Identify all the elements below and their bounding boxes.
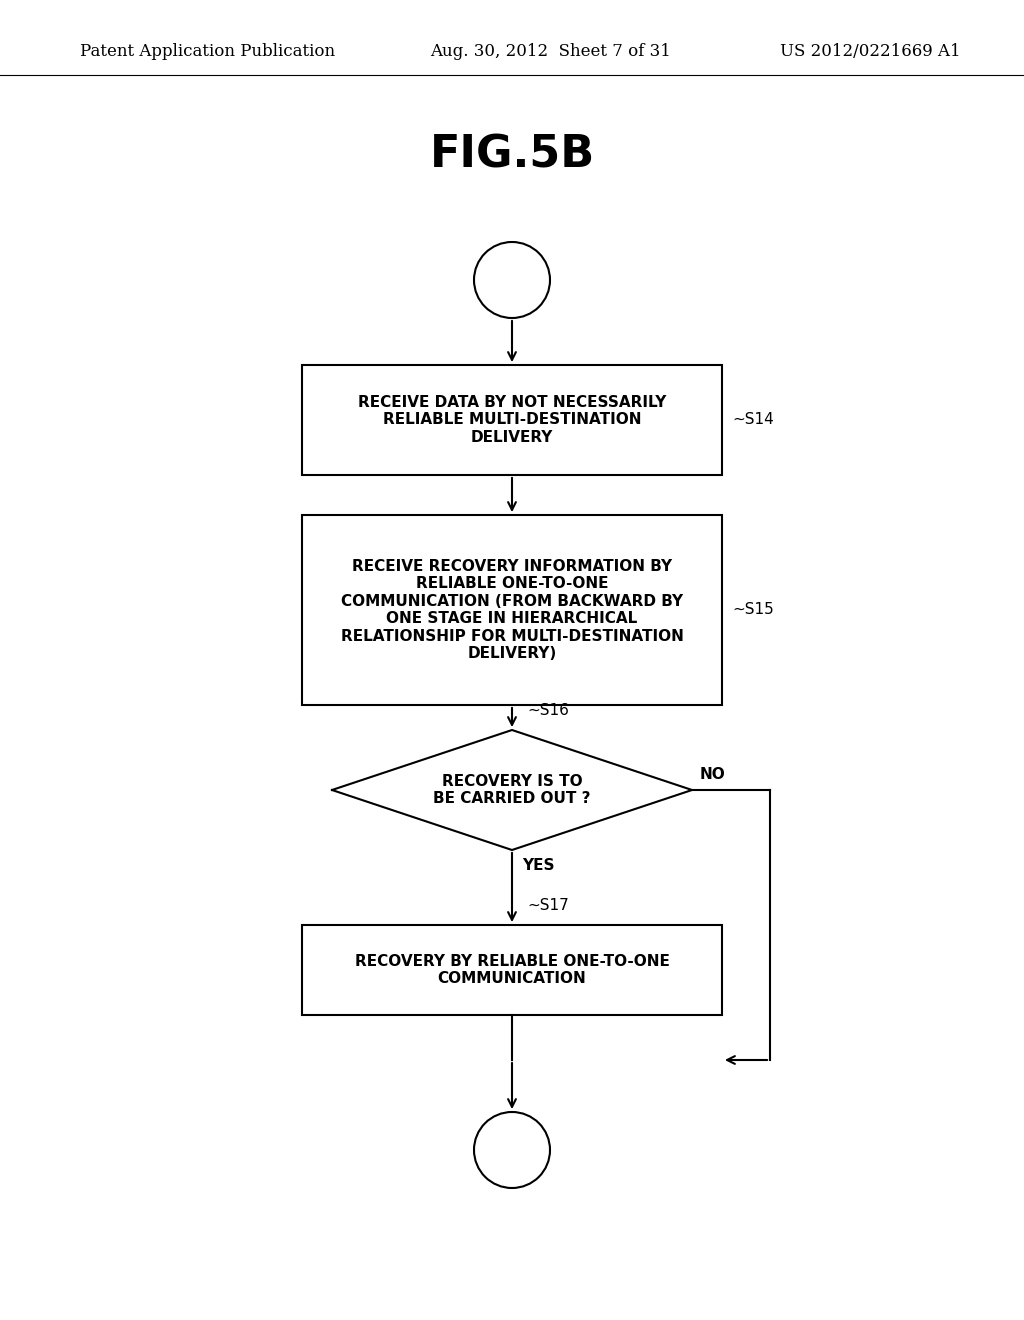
Text: NO: NO (700, 767, 726, 781)
Bar (302, 925, 722, 1015)
Text: Patent Application Publication: Patent Application Publication (80, 44, 335, 61)
Bar (302, 366, 722, 475)
Text: Aug. 30, 2012  Sheet 7 of 31: Aug. 30, 2012 Sheet 7 of 31 (430, 44, 671, 61)
Text: RECOVERY BY RELIABLE ONE-TO-ONE
COMMUNICATION: RECOVERY BY RELIABLE ONE-TO-ONE COMMUNIC… (354, 954, 670, 986)
Text: US 2012/0221669 A1: US 2012/0221669 A1 (780, 44, 961, 61)
Text: RECEIVE DATA BY NOT NECESSARILY
RELIABLE MULTI-DESTINATION
DELIVERY: RECEIVE DATA BY NOT NECESSARILY RELIABLE… (357, 395, 667, 445)
Bar (302, 515, 722, 705)
Text: YES: YES (522, 858, 555, 873)
Circle shape (474, 242, 550, 318)
Circle shape (474, 1111, 550, 1188)
Text: ∼S17: ∼S17 (527, 898, 568, 913)
Text: ∼S14: ∼S14 (732, 412, 774, 428)
Text: RECOVERY IS TO
BE CARRIED OUT ?: RECOVERY IS TO BE CARRIED OUT ? (433, 774, 591, 807)
Text: ∼S15: ∼S15 (732, 602, 774, 618)
Text: ∼S16: ∼S16 (527, 704, 569, 718)
Text: FIG.5B: FIG.5B (429, 133, 595, 177)
Text: RECEIVE RECOVERY INFORMATION BY
RELIABLE ONE-TO-ONE
COMMUNICATION (FROM BACKWARD: RECEIVE RECOVERY INFORMATION BY RELIABLE… (341, 558, 683, 661)
